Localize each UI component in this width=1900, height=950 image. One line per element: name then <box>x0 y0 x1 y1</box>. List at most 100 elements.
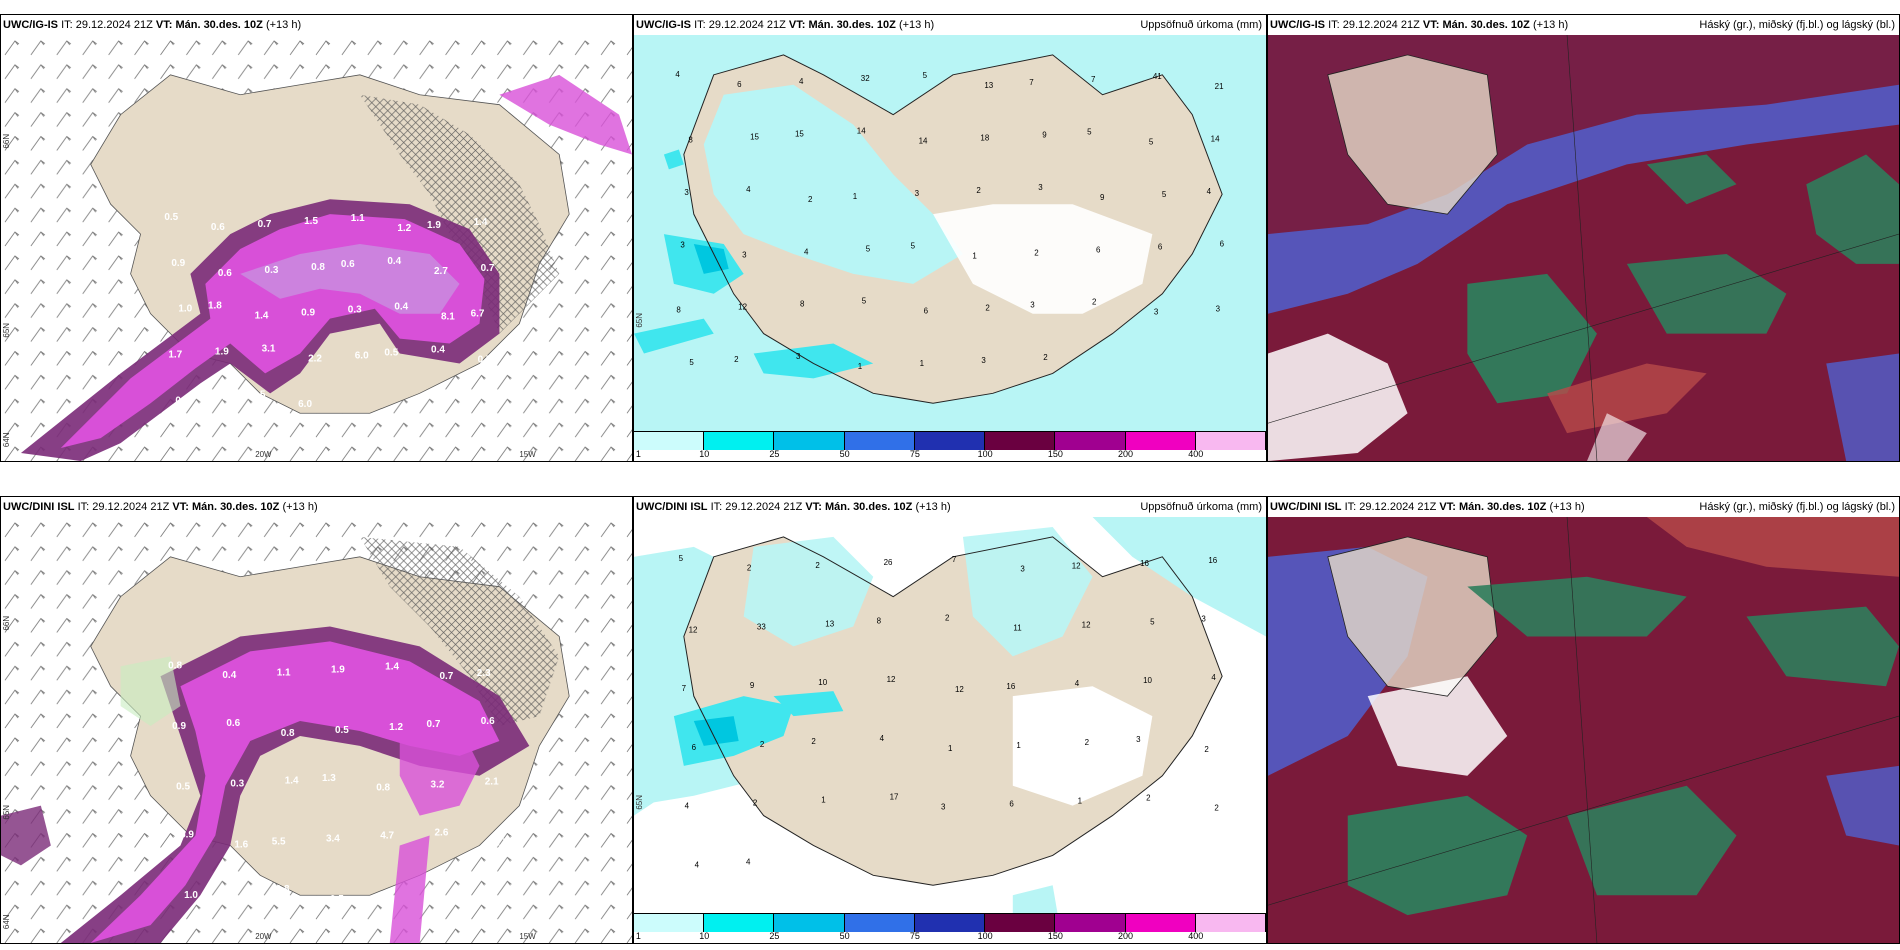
map-value-label: 3 <box>1201 615 1206 624</box>
map-value-label: 0.7 <box>478 354 492 365</box>
legend-swatch <box>1055 914 1126 932</box>
legend-tick-label: 10 <box>699 931 710 941</box>
map-value-label: 2 <box>1043 353 1048 362</box>
init-time: 29.12.2024 21Z <box>725 501 803 513</box>
legend-swatch <box>985 432 1056 450</box>
map-value-label: 1.5 <box>304 216 318 227</box>
legend-swatch <box>704 914 775 932</box>
map-value-label: 6 <box>924 307 929 316</box>
map-value-label: 2 <box>945 614 950 623</box>
map-value-label: 2.1 <box>485 777 499 788</box>
map-value-label: 3.2 <box>431 780 445 791</box>
map-value-label: 1.7 <box>168 349 182 360</box>
legend-swatch <box>1125 914 1196 932</box>
map-value-label: 3 <box>981 356 986 365</box>
svg-text:66N: 66N <box>2 616 11 631</box>
map-value-label: 0.8 <box>281 728 295 739</box>
map-value-label: 1.4 <box>474 217 488 228</box>
map-value-label: 5 <box>689 358 694 367</box>
map-value-label: 4 <box>695 860 700 869</box>
map-value-label: 2 <box>815 561 820 570</box>
map-value-label: 0.3 <box>230 779 244 790</box>
map-value-label: 4 <box>1207 187 1212 196</box>
map-value-label: 0.8 <box>222 392 236 403</box>
map-value-label: 2 <box>1146 794 1151 803</box>
map-value-label: 0.5 <box>164 212 178 223</box>
map-value-label: 2 <box>976 186 981 195</box>
map-panel-top-right: UWC/IG-IS IT: 29.12.2024 21Z VT: Mán. 30… <box>1267 14 1900 462</box>
legend-swatch <box>634 432 705 450</box>
map-value-label: 0.9 <box>301 308 315 319</box>
map-value-label: 1.4 <box>385 661 399 672</box>
map-value-label: 2 <box>811 737 816 746</box>
map-value-label: 0.9 <box>171 258 185 269</box>
map-value-label: 1.9 <box>331 664 345 675</box>
map-value-label: 2.6 <box>435 828 449 839</box>
map-value-label: 3 <box>680 240 685 249</box>
map-value-label: 3 <box>742 250 747 259</box>
map-value-label: 2 <box>1092 298 1097 307</box>
map-value-label: 8 <box>800 300 805 309</box>
map-value-label: 6 <box>1220 239 1225 248</box>
map-value-label: 4 <box>685 802 690 811</box>
coordinate-labels: 66N 65N 64N 20W 15W <box>2 134 536 459</box>
map-value-label: 5 <box>862 297 867 306</box>
map-value-label: 1.3 <box>322 773 336 784</box>
map-value-label: 1 <box>920 359 925 368</box>
svg-text:20W: 20W <box>255 932 272 941</box>
map-value-label: 11 <box>1013 623 1022 632</box>
model-name: UWC/IG-IS <box>3 19 58 31</box>
panel-title: Háský (gr.), miðský (fj.bl.) og lágský (… <box>1699 19 1895 31</box>
map-value-label: 0.3 <box>265 265 279 276</box>
svg-text:15W: 15W <box>519 932 536 941</box>
map-value-label: 2.2 <box>308 353 322 364</box>
map-value-label: 0.8 <box>168 660 182 671</box>
map-panel-top-middle: UWC/IG-IS IT: 29.12.2024 21Z VT: Mán. 30… <box>633 14 1267 462</box>
legend-tick-label: 150 <box>1047 931 1063 941</box>
legend-swatch <box>1125 432 1196 450</box>
map-value-label: 4 <box>746 857 751 866</box>
map-value-label: 1.1 <box>277 667 291 678</box>
svg-text:65N: 65N <box>2 805 11 820</box>
map-value-label: 4 <box>799 77 804 86</box>
map-value-label: 4 <box>746 185 751 194</box>
map-value-label: 9 <box>1042 131 1047 140</box>
map-value-label: 15 <box>795 130 804 139</box>
map-value-label: 6 <box>692 743 697 752</box>
map-value-label: 32.7 <box>489 837 509 848</box>
legend-tick-label: 75 <box>909 449 920 459</box>
map-value-label: 0.4 <box>222 670 236 681</box>
map-value-label: 0.8 <box>311 262 325 273</box>
init-time: 29.12.2024 21Z <box>1342 19 1420 31</box>
map-value-label: 4.7 <box>380 830 394 841</box>
map-value-label: 13 <box>984 81 993 90</box>
map-value-label: 12 <box>1072 562 1081 571</box>
map-value-label: 3 <box>1030 301 1035 310</box>
map-value-label: 5 <box>911 241 916 250</box>
map-value-label: 0.6 <box>341 259 355 270</box>
map-value-label: 14 <box>919 136 928 145</box>
map-value-label: 1.9 <box>215 347 229 358</box>
map-value-label: 0.3 <box>348 305 362 316</box>
map-canvas: 0.8 0.4 1.1 1.9 1.4 0.7 2.3 0.9 0.6 0.8 0.5 1.2 0.7 0… <box>1 517 632 943</box>
model-name: UWC/DINI ISL <box>1270 501 1342 513</box>
map-value-label: 0.5 <box>330 894 344 905</box>
map-panel-bottom-left: UWC/DINI ISL IT: 29.12.2024 21Z VT: Mán.… <box>0 496 633 944</box>
lead-time: (+13 h) <box>1549 501 1585 513</box>
map-value-label: 1.0 <box>184 890 198 901</box>
map-value-label: 3.4 <box>326 833 340 844</box>
model-name: UWC/DINI ISL <box>636 501 708 513</box>
panel-header: UWC/IG-IS IT: 29.12.2024 21Z VT: Mán. 30… <box>634 15 1266 35</box>
lead-time: (+13 h) <box>265 19 302 31</box>
map-value-label: 1 <box>972 251 977 260</box>
map-value-label: 0.8 <box>276 884 290 895</box>
map-value-label: 2 <box>753 799 758 808</box>
init-time: 29.12.2024 21Z <box>708 19 786 31</box>
map-value-label: 12 <box>689 625 698 634</box>
map-value-label: 1.4 <box>285 776 299 787</box>
map-value-label: 12 <box>955 685 964 694</box>
color-legend: 1 10 25 50 75 100 150 200 400 <box>634 913 1266 943</box>
map-value-label: 5 <box>679 554 684 563</box>
legend-tick-label: 100 <box>977 449 993 459</box>
